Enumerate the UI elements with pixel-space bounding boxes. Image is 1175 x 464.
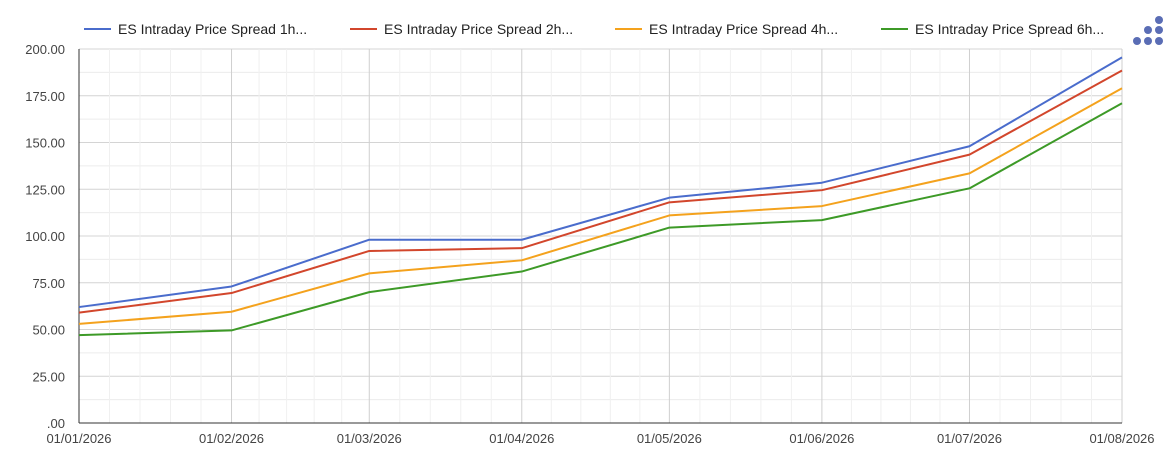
x-tick-label: 01/03/2026	[337, 431, 402, 446]
series-line-1	[78, 56, 1123, 309]
series-line-3	[78, 87, 1123, 325]
legend-label: ES Intraday Price Spread 4h...	[649, 21, 838, 37]
x-tick-label: 01/06/2026	[789, 431, 854, 446]
x-tick-label: 01/08/2026	[1089, 431, 1154, 446]
legend-item-3[interactable]: ES Intraday Price Spread 4h...	[615, 21, 838, 37]
legend: ES Intraday Price Spread 1h... ES Intrada…	[84, 21, 1104, 37]
menu-dot	[1155, 26, 1163, 34]
x-tick-label: 01/04/2026	[489, 431, 554, 446]
menu-dot	[1144, 26, 1152, 34]
menu-dot	[1133, 37, 1141, 45]
menu-dot	[1144, 37, 1152, 45]
series-line-4	[78, 102, 1123, 337]
x-axis: 01/01/2026 01/02/2026 01/03/2026 01/04/2026…	[46, 431, 1154, 446]
legend-label: ES Intraday Price Spread 2h...	[384, 21, 573, 37]
y-axis: .00 25.00 50.00 75.00 100.00 125.00 150.00 175.…	[25, 42, 65, 431]
y-tick-label: 200.00	[25, 42, 65, 57]
x-tick-label: 01/02/2026	[199, 431, 264, 446]
y-tick-label: 150.00	[25, 136, 65, 151]
legend-item-1[interactable]: ES Intraday Price Spread 1h...	[84, 21, 307, 37]
dots-menu-icon[interactable]	[1131, 15, 1165, 47]
menu-dot	[1155, 16, 1163, 24]
x-tick-label: 01/05/2026	[637, 431, 702, 446]
menu-dot	[1155, 37, 1163, 45]
y-tick-label: 100.00	[25, 229, 65, 244]
y-tick-label: 125.00	[25, 182, 65, 197]
legend-item-2[interactable]: ES Intraday Price Spread 2h...	[350, 21, 573, 37]
x-tick-label: 01/01/2026	[46, 431, 111, 446]
y-tick-label: 75.00	[32, 276, 65, 291]
y-tick-label: .00	[47, 416, 65, 431]
legend-item-4[interactable]: ES Intraday Price Spread 6h...	[881, 21, 1104, 37]
series-line-2	[78, 69, 1123, 314]
y-tick-label: 175.00	[25, 89, 65, 104]
legend-label: ES Intraday Price Spread 6h...	[915, 21, 1104, 37]
x-tick-label: 01/07/2026	[937, 431, 1002, 446]
legend-label: ES Intraday Price Spread 1h...	[118, 21, 307, 37]
y-tick-label: 50.00	[32, 323, 65, 338]
y-tick-label: 25.00	[32, 369, 65, 384]
series-lines	[78, 56, 1123, 337]
